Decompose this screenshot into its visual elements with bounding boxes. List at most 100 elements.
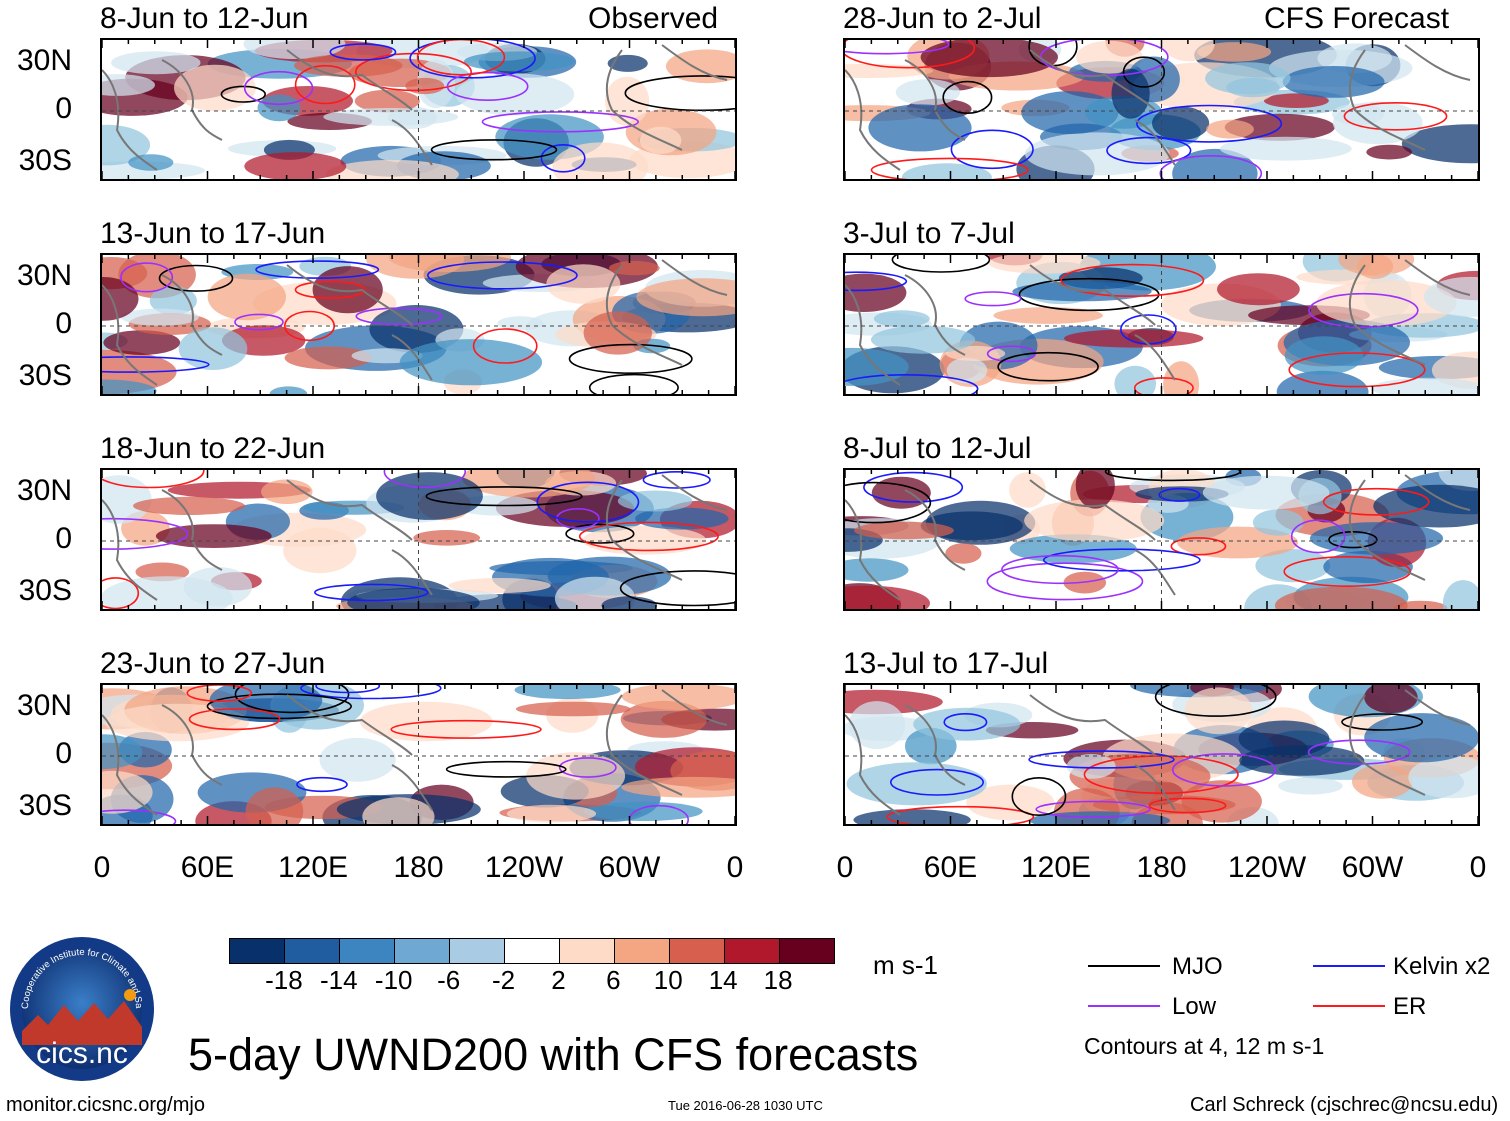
contour-line <box>102 517 189 550</box>
anomaly-blob <box>1009 472 1046 508</box>
anomaly-blob <box>845 585 930 609</box>
contour-line <box>296 776 348 793</box>
contour-line <box>120 262 174 293</box>
coastline <box>605 49 683 151</box>
contour-line <box>102 470 205 489</box>
anomaly-blob <box>102 379 157 394</box>
contour-line <box>964 291 1022 307</box>
anomaly-blob <box>853 809 971 824</box>
colorbar-tick-label: -14 <box>320 965 358 995</box>
anomaly-blob <box>399 339 543 386</box>
anomaly-blob <box>1024 132 1170 176</box>
anomaly-blob <box>1163 361 1200 394</box>
coastline <box>1404 689 1471 726</box>
anomaly-blob <box>1114 365 1156 394</box>
anomaly-blob <box>1274 586 1408 609</box>
anomaly-blob <box>868 104 972 152</box>
map-panel-obs-2 <box>100 253 737 396</box>
panel-title-fcst-4: 13-Jul to 17-Jul <box>843 647 1049 680</box>
anomaly-blob <box>895 79 960 106</box>
y-tick-label: 30S <box>18 789 72 822</box>
contour-line <box>188 708 281 731</box>
x-tick-label-left: 180 <box>393 851 444 884</box>
contour-line <box>102 356 210 373</box>
coastline <box>161 274 223 356</box>
anomaly-shading <box>845 40 1478 179</box>
anomaly-blob <box>620 700 707 738</box>
anomaly-blob <box>178 327 248 370</box>
anomaly-blob <box>354 89 420 113</box>
anomaly-blob <box>846 762 987 806</box>
anomaly-blob <box>207 273 286 321</box>
coastline <box>845 714 901 816</box>
colorbar-box <box>779 939 834 963</box>
anomaly-blob <box>582 525 707 555</box>
contour-line <box>568 343 693 374</box>
coastline <box>904 489 966 571</box>
footer-url[interactable]: monitor.cicsnc.org/mjo <box>6 1094 205 1116</box>
contour-line <box>1122 56 1166 88</box>
contour-line <box>1308 292 1419 328</box>
y-tick-label: 30N <box>16 259 72 292</box>
anomaly-blob <box>376 472 483 520</box>
coastline <box>1348 694 1426 796</box>
contour-line <box>565 523 635 544</box>
anomaly-blob <box>945 543 982 564</box>
contour-line <box>986 562 1144 601</box>
contour-note: Contours at 4, 12 m s-1 <box>1084 1033 1325 1059</box>
x-tick-label-right: 120E <box>1020 851 1092 884</box>
anomaly-blob <box>463 51 575 72</box>
anomaly-blob <box>925 500 1036 545</box>
anomaly-blob <box>946 357 988 384</box>
y-tick-label: 30S <box>18 144 72 177</box>
coastline <box>904 274 966 356</box>
contour-line <box>102 809 177 824</box>
coastline <box>661 259 728 296</box>
contour-line <box>294 280 366 299</box>
coastline <box>661 474 728 511</box>
anomaly-blob <box>1364 685 1418 714</box>
y-tick-label: 30N <box>16 689 72 722</box>
anomaly-blob <box>1364 713 1478 763</box>
contour-line <box>220 85 267 103</box>
contour-line <box>588 373 679 394</box>
coastline <box>1029 694 1156 756</box>
anomaly-blob <box>1423 276 1478 317</box>
contour-line <box>102 577 140 609</box>
contour-line <box>845 481 932 524</box>
coastline <box>391 334 433 381</box>
anomaly-shading <box>102 685 735 824</box>
coastline <box>845 284 901 386</box>
x-tick-label-left: 120E <box>277 851 349 884</box>
anomaly-blob <box>583 311 652 355</box>
colorbar-box <box>504 939 559 963</box>
coastline <box>605 694 683 796</box>
contour-line <box>255 260 380 279</box>
anomaly-blob <box>283 528 357 574</box>
contour-line <box>1133 377 1194 394</box>
contour-line <box>886 805 1035 824</box>
colorbar-tick-label: -10 <box>374 965 413 995</box>
anomaly-blob <box>605 76 650 126</box>
coastline <box>161 59 223 141</box>
anomaly-blob <box>1219 136 1352 161</box>
contour-line <box>619 570 735 607</box>
coastline <box>1029 264 1156 326</box>
anomaly-blob <box>514 685 621 700</box>
map-panel-fcst-2 <box>843 253 1480 396</box>
anomaly-blob <box>1352 764 1413 799</box>
coastline <box>605 264 683 366</box>
contour-line <box>536 481 640 523</box>
legend-line-kelvin <box>1313 965 1385 967</box>
anomaly-blob <box>1282 66 1385 98</box>
coastline <box>161 704 223 786</box>
anomaly-blob <box>497 316 544 331</box>
anomaly-blob <box>546 264 621 304</box>
colorbar-tick-label: 14 <box>708 965 738 995</box>
anomaly-blob <box>1264 93 1329 108</box>
colorbar-tick-label: 2 <box>551 965 566 995</box>
contour-line <box>234 685 350 714</box>
contour-line <box>416 40 506 76</box>
anomaly-blob <box>635 507 729 530</box>
coastline <box>661 689 728 726</box>
